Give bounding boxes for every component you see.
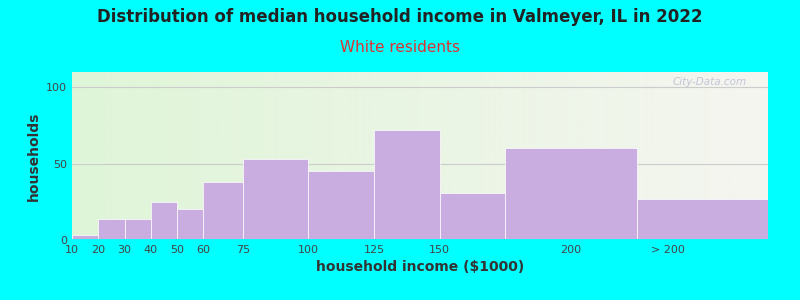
Bar [150,202,177,240]
Bar [440,193,506,240]
Text: White residents: White residents [340,40,460,56]
Bar [242,159,308,240]
Y-axis label: households: households [26,111,41,201]
X-axis label: household income ($1000): household income ($1000) [316,260,524,274]
Bar [98,219,125,240]
Bar [506,148,637,240]
Bar [72,236,98,240]
Text: City-Data.com: City-Data.com [673,77,747,87]
Bar [374,130,440,240]
Bar [177,209,203,240]
Bar [637,199,768,240]
Text: Distribution of median household income in Valmeyer, IL in 2022: Distribution of median household income … [98,8,702,26]
Bar [125,219,150,240]
Bar [308,171,374,240]
Bar [203,182,242,240]
